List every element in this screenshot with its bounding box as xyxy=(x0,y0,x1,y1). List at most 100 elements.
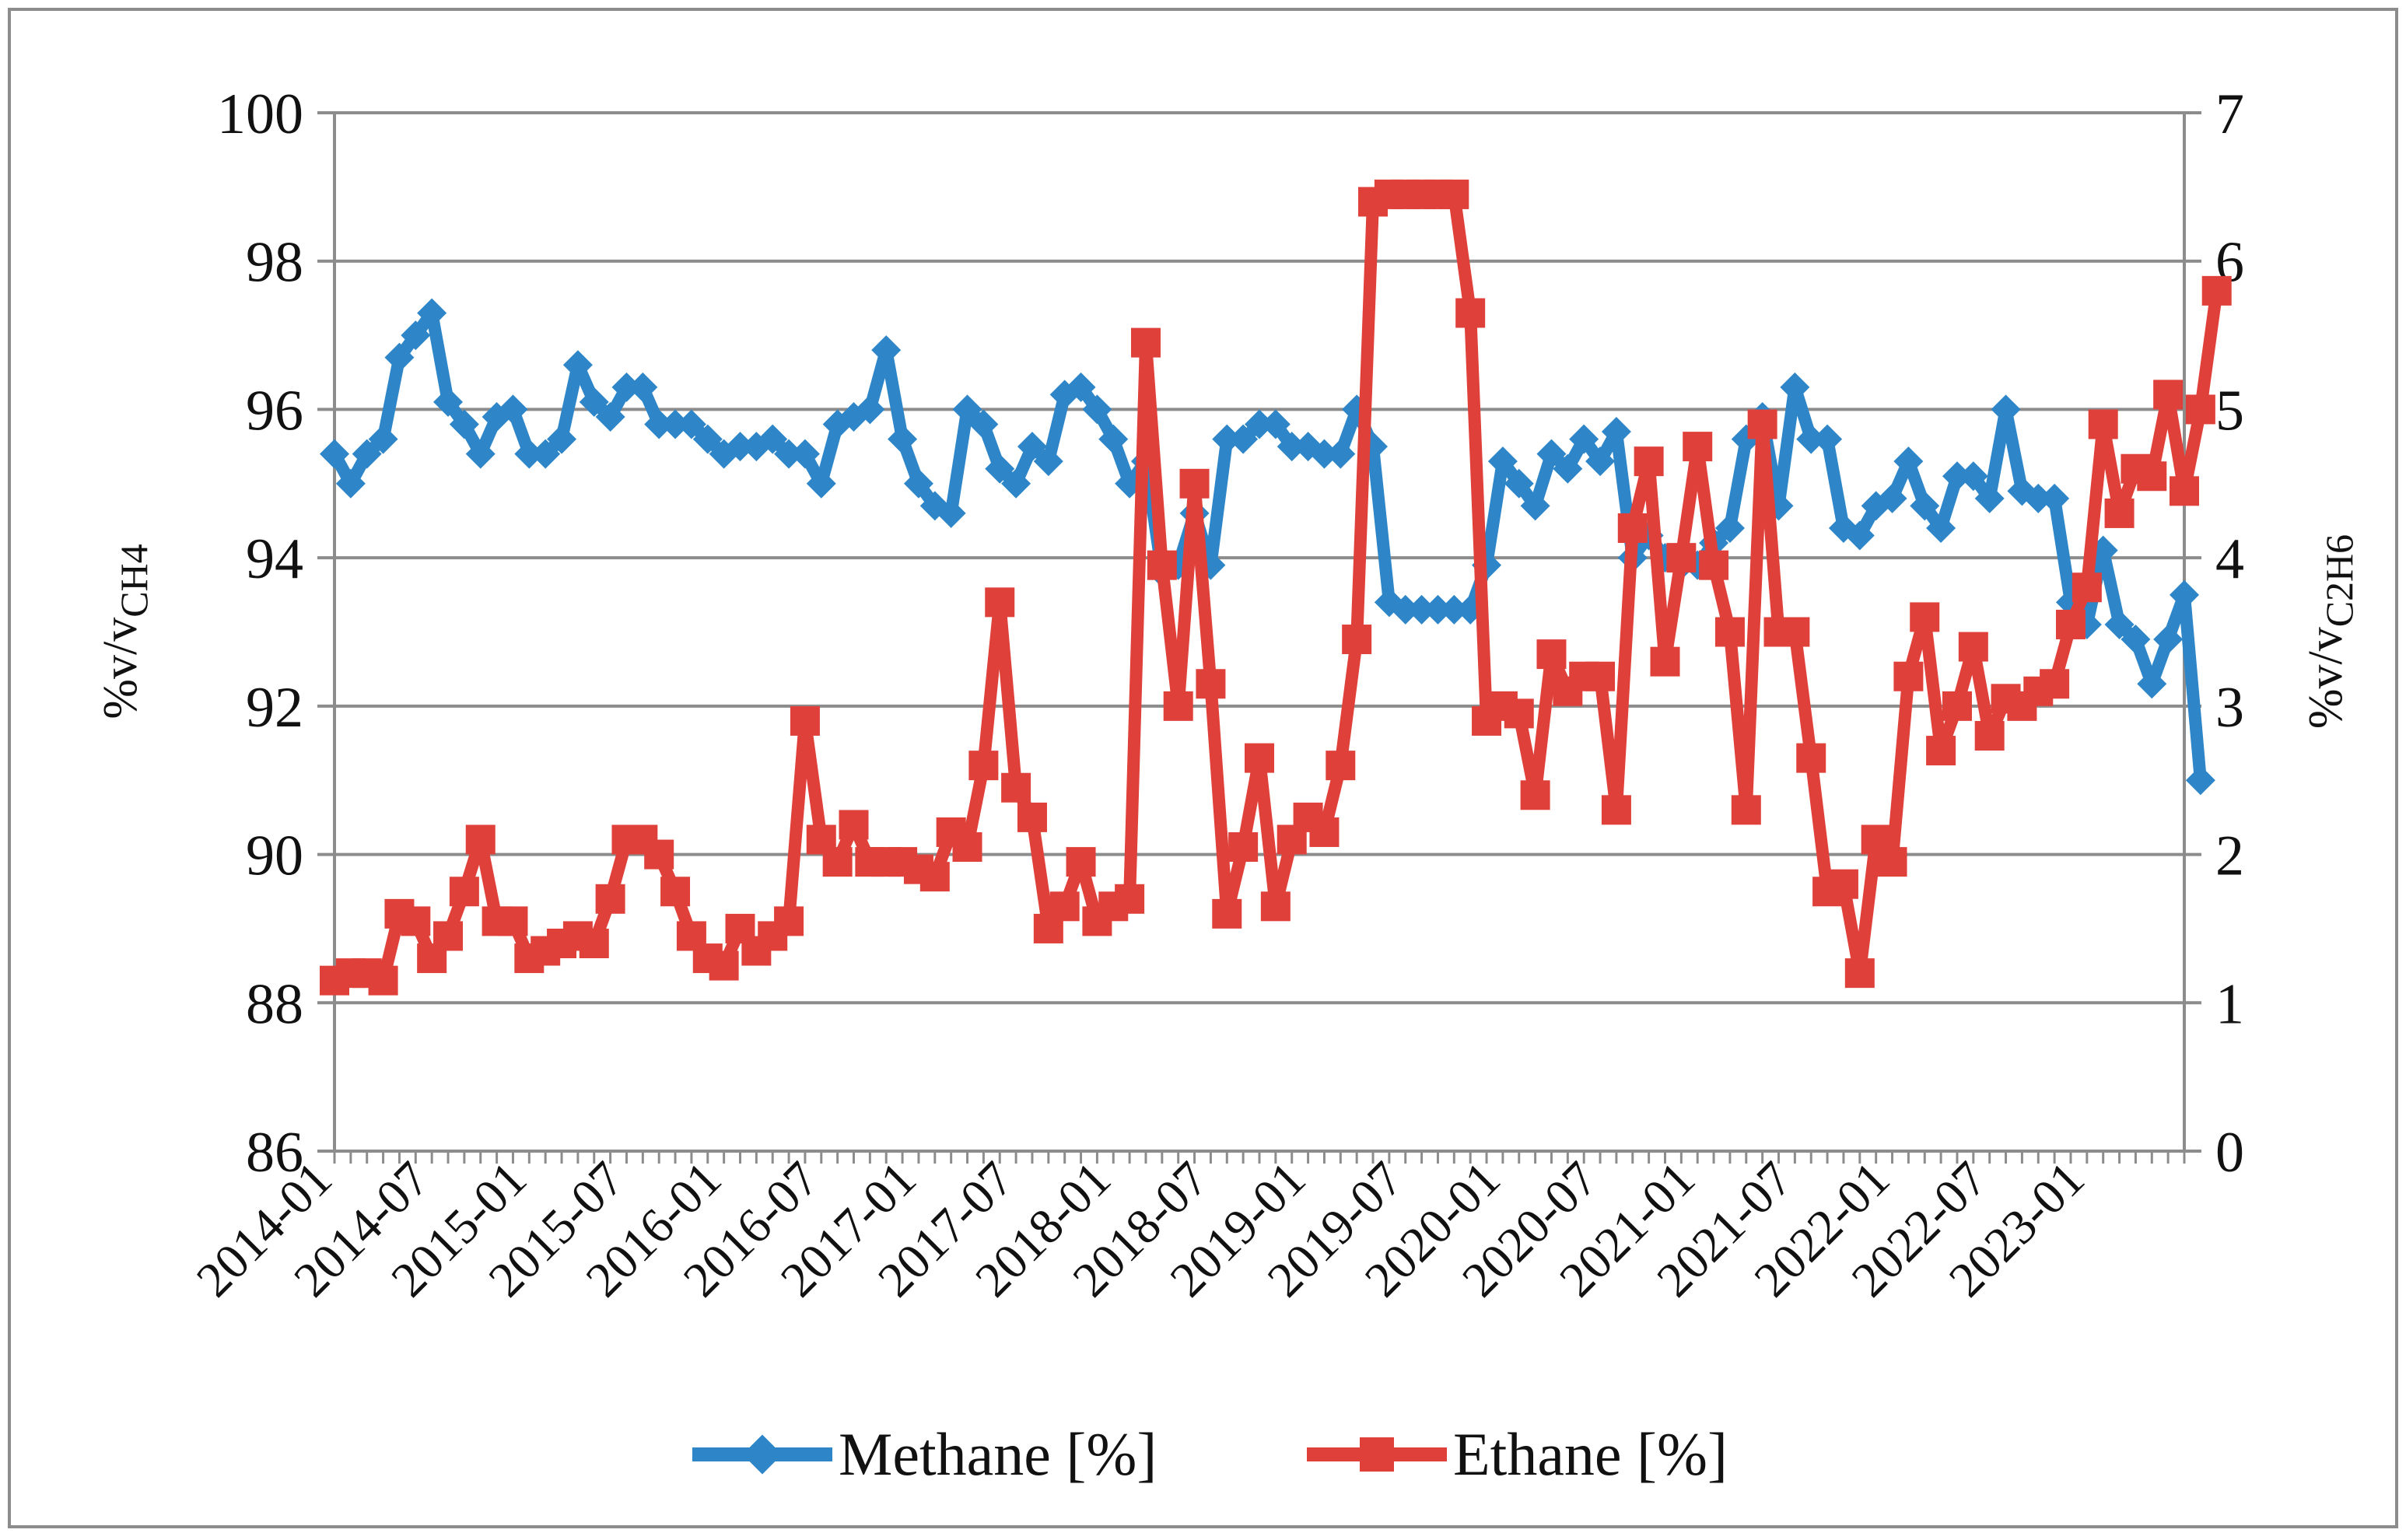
methane-point xyxy=(531,439,561,469)
legend: Methane [%] Ethane [%] xyxy=(692,1420,1728,1488)
left-tick-label: 98 xyxy=(246,231,303,295)
right-axis-title-sub: C2H6 xyxy=(2317,534,2361,627)
legend-methane-marker xyxy=(742,1434,783,1475)
ethane-point xyxy=(1439,179,1469,209)
ethane-point xyxy=(1942,691,1972,721)
ethane-point xyxy=(433,921,464,951)
ethane-point xyxy=(1910,602,1940,632)
methane-point xyxy=(660,409,691,439)
ethane-point xyxy=(1877,847,1907,877)
right-tick-label: 1 xyxy=(2215,972,2244,1036)
methane-point xyxy=(465,439,496,469)
methane-point xyxy=(1877,483,1907,513)
methane-point xyxy=(1017,432,1047,462)
right-tick-label: 3 xyxy=(2215,676,2244,740)
ethane-point xyxy=(1844,958,1875,989)
methane-point xyxy=(433,387,464,417)
axis-layer xyxy=(317,111,2201,1164)
left-tick-label: 90 xyxy=(246,824,303,888)
methane-point xyxy=(936,498,966,528)
ethane-point xyxy=(1601,795,1631,825)
ethane-point xyxy=(1974,721,2005,751)
methane-point xyxy=(1245,409,1274,439)
ethane-point xyxy=(1958,632,1988,662)
methane-point xyxy=(449,409,479,439)
ethane-point xyxy=(1536,639,1567,670)
methane-point xyxy=(579,387,609,417)
ethane-point xyxy=(2088,409,2118,439)
ethane-point xyxy=(1666,543,1697,573)
methane-point xyxy=(1714,513,1745,543)
methane-point xyxy=(628,372,658,402)
ethane-point xyxy=(2185,394,2215,425)
methane-point xyxy=(352,439,382,469)
ethane-point xyxy=(1066,847,1096,877)
legend-methane-label: Methane [%] xyxy=(839,1420,1157,1488)
methane-point xyxy=(1926,513,1956,543)
methane-point xyxy=(871,335,902,366)
ethane-point xyxy=(498,906,528,936)
ethane-point xyxy=(2072,572,2102,603)
right-tick-label: 5 xyxy=(2215,379,2244,443)
left-axis-title-main: %v/v xyxy=(94,618,147,719)
ethane-point xyxy=(660,877,691,907)
methane-point xyxy=(498,394,528,425)
methane-point xyxy=(2104,609,2135,639)
methane-point xyxy=(611,372,642,402)
methane-point xyxy=(384,342,415,373)
ethane-point xyxy=(449,877,479,907)
methane-point xyxy=(335,468,366,499)
ethane-point xyxy=(1001,772,1031,803)
ethane-point xyxy=(1504,698,1534,729)
methane-point xyxy=(1569,424,1599,454)
methane-point xyxy=(1001,468,1031,499)
methane-point xyxy=(1585,446,1616,477)
ethane-point xyxy=(1585,661,1616,691)
methane-point xyxy=(1212,424,1242,454)
ethane-point xyxy=(2201,275,2232,306)
left-tick-label: 96 xyxy=(246,379,303,443)
ethane-point xyxy=(2153,380,2184,410)
ethane-point xyxy=(579,929,609,958)
ethane-point xyxy=(1115,884,1145,914)
methane-point xyxy=(2170,579,2199,610)
ethane-point xyxy=(790,705,820,736)
ethane-point xyxy=(1731,795,1761,825)
methane-point xyxy=(417,298,447,328)
ethane-point xyxy=(1617,513,1648,543)
ethane-point xyxy=(644,839,674,870)
methane-point xyxy=(1277,432,1307,462)
methane-point xyxy=(401,320,431,351)
right-axis-title-main: %v/v xyxy=(2299,627,2352,729)
methane-point xyxy=(1520,491,1550,521)
ethane-point xyxy=(839,810,869,840)
ethane-point xyxy=(1714,617,1745,647)
methane-point xyxy=(1601,417,1631,447)
methane-point xyxy=(1536,439,1567,469)
left-tick-label: 92 xyxy=(246,676,303,740)
ethane-point xyxy=(985,587,1015,618)
ethane-point xyxy=(2104,498,2135,528)
ethane-point xyxy=(1634,446,1664,477)
methane-point xyxy=(595,401,625,432)
ethane-point xyxy=(1212,898,1242,929)
methane-point xyxy=(903,468,933,499)
ethane-point xyxy=(1147,550,1177,580)
methane-point xyxy=(1487,446,1518,477)
methane-point xyxy=(888,424,918,454)
methane-point xyxy=(1910,491,1940,521)
ethane-point xyxy=(1893,661,1924,691)
methane-point xyxy=(2185,765,2215,796)
legend-item-ethane: Ethane [%] xyxy=(1307,1420,1728,1488)
ethane-point xyxy=(2137,461,2167,492)
ethane-point xyxy=(2170,476,2199,506)
series-layer xyxy=(320,179,2232,996)
ethane-point xyxy=(1309,817,1340,847)
methane-point xyxy=(1326,439,1356,469)
ethane-point xyxy=(1342,625,1372,655)
ethane-point xyxy=(952,832,982,863)
methane-point xyxy=(1098,424,1129,454)
legend-ethane-label: Ethane [%] xyxy=(1453,1420,1728,1488)
